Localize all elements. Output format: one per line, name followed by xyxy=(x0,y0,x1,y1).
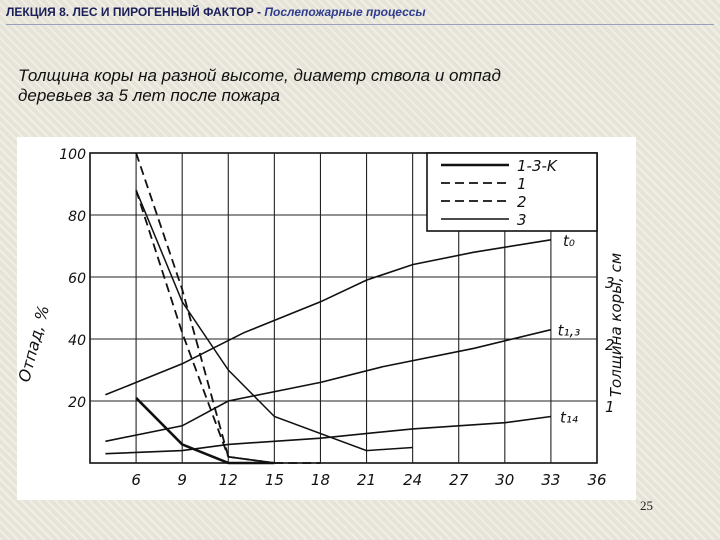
legend-label: 1-3-K xyxy=(517,157,558,175)
mortality-line xyxy=(135,396,275,465)
x-tick-label: 6 xyxy=(131,471,141,489)
header-separator: - xyxy=(253,5,265,19)
bark-line xyxy=(105,239,552,396)
x-tick-label: 30 xyxy=(495,471,514,489)
y-tick-label: 40 xyxy=(68,333,86,349)
x-tick-label: 18 xyxy=(311,471,330,489)
x-tick-label: 24 xyxy=(403,471,422,489)
legend-label: 2 xyxy=(517,193,527,211)
y-tick-label: 80 xyxy=(68,209,86,225)
bark-series-label: t₁₄ xyxy=(560,409,578,427)
y-right-tick-label: 2 xyxy=(605,336,615,354)
x-tick-label: 33 xyxy=(541,471,560,489)
slide-header: ЛЕКЦИЯ 8. ЛЕС И ПИРОГЕННЫЙ ФАКТОР - Посл… xyxy=(6,5,714,23)
mortality-line xyxy=(135,189,275,464)
legend-label: 3 xyxy=(517,211,527,229)
x-tick-label: 21 xyxy=(357,471,376,489)
bark-line xyxy=(105,328,552,443)
mortality-line xyxy=(135,152,321,464)
x-tick-label: 9 xyxy=(177,471,187,489)
x-tick-label: 15 xyxy=(265,471,284,489)
x-tick-label: 12 xyxy=(219,471,238,489)
chart-container: 1-3-K 1 2 3 6 9 12 15 18 21 24 27 30 33 36 20 40 60 80 100… xyxy=(17,137,636,500)
header-divider xyxy=(6,24,714,25)
legend-label: 1 xyxy=(517,175,527,193)
chart-series xyxy=(105,152,552,465)
y-tick-label: 20 xyxy=(68,395,86,411)
chart-grid xyxy=(89,152,598,464)
slide-title: Толщина коры на разной высоте, диаметр с… xyxy=(18,66,501,105)
y-right-tick-label: 1 xyxy=(605,398,615,416)
chart-labels: 6 9 12 15 18 21 24 27 30 33 3620406080100123Отпад,… xyxy=(17,147,625,489)
bark-series-label: t₀ xyxy=(563,232,575,250)
lecture-topic: Послепожарные процессы xyxy=(264,5,426,19)
page-number: 25 xyxy=(640,498,653,513)
y-right-axis-label: Толщина коры, см xyxy=(607,253,625,397)
plot-frame xyxy=(89,152,598,464)
bark-series-label: t₁,₃ xyxy=(558,322,581,340)
x-tick-label: 27 xyxy=(449,471,469,489)
mortality-line xyxy=(135,189,413,452)
lecture-title: ЛЕКЦИЯ 8. ЛЕС И ПИРОГЕННЫЙ ФАКТОР xyxy=(6,5,254,19)
y-axis-label: Отпад, % xyxy=(17,303,53,384)
y-right-tick-label: 3 xyxy=(605,274,615,292)
y-tick-label: 60 xyxy=(68,271,86,287)
x-tick-label: 36 xyxy=(587,471,606,489)
y-tick-label: 100 xyxy=(59,147,86,163)
bark-line xyxy=(105,415,552,455)
